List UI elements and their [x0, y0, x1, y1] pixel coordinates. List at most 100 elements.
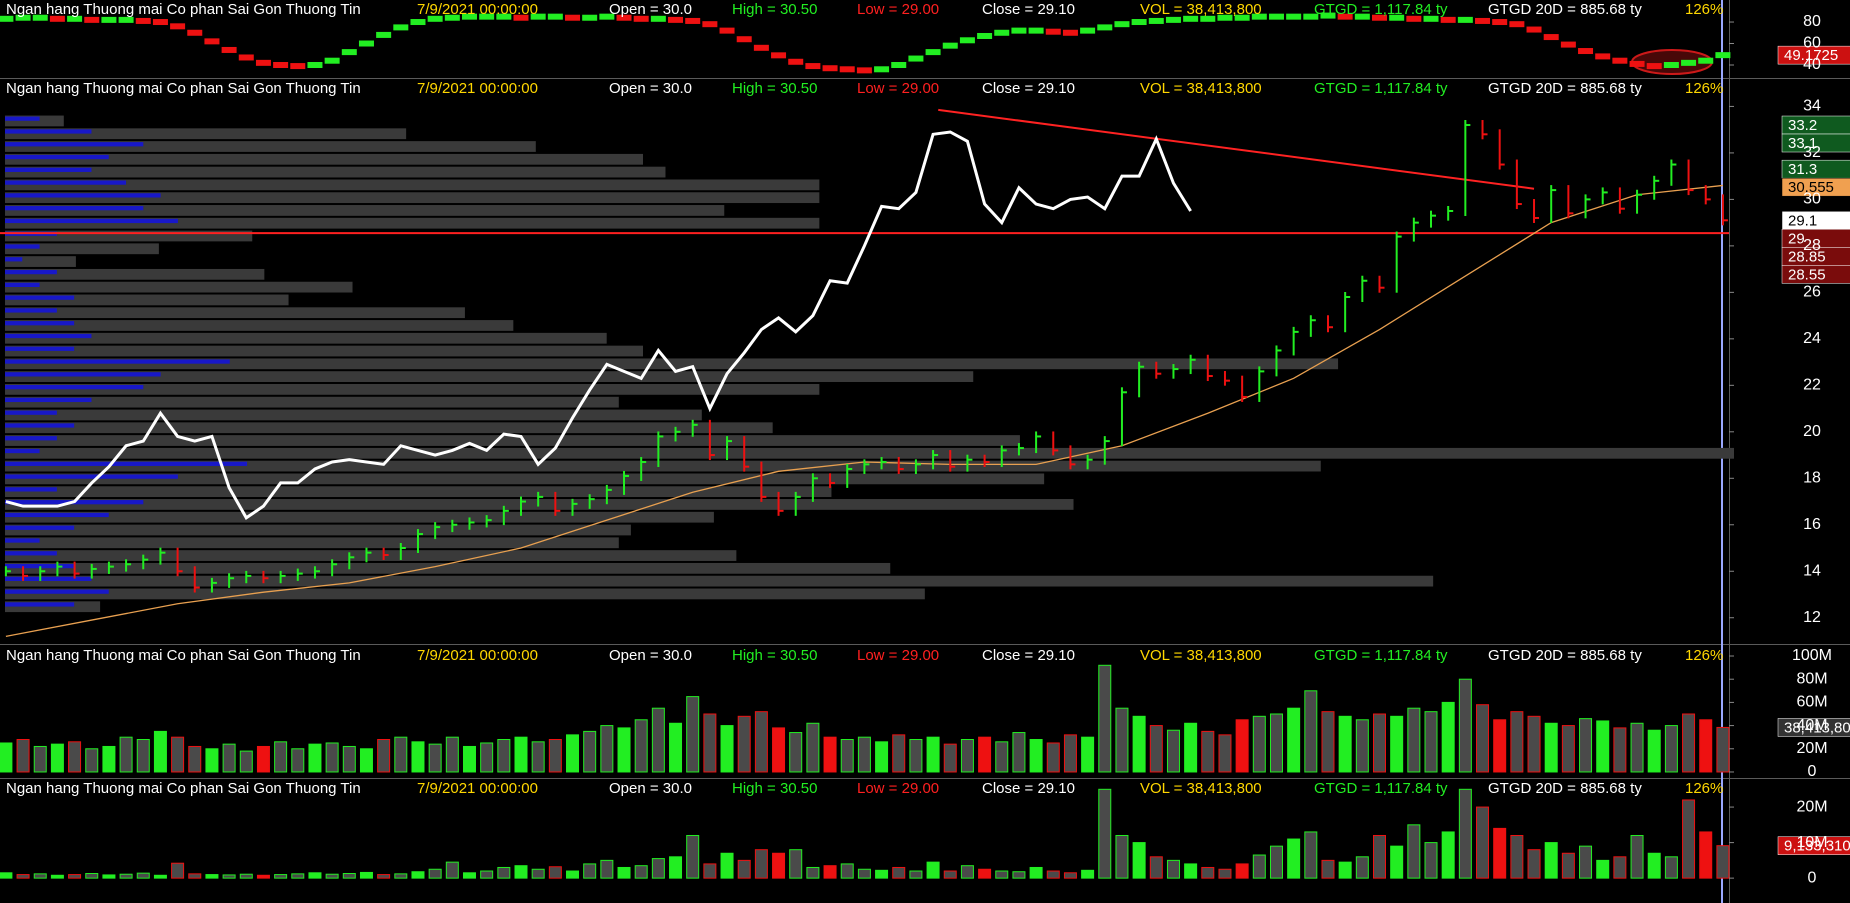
- volume-bar: [1321, 711, 1335, 773]
- oscillator-bar: [341, 49, 357, 56]
- profile-total: [5, 307, 465, 319]
- profile-total: [5, 153, 644, 165]
- volume-bar: [634, 719, 648, 773]
- price-bar: [708, 419, 715, 461]
- price-bar: [1172, 364, 1179, 379]
- volume-bar: [1235, 863, 1249, 879]
- volume-bar: [1373, 834, 1386, 879]
- volume-bar: [720, 852, 734, 879]
- volume-bar: [1184, 863, 1198, 879]
- header-name: Ngan hang Thuong mai Co phan Sai Gon Thu…: [6, 1, 361, 18]
- oscillator-bar: [1148, 17, 1164, 24]
- oscillator-bar: [273, 62, 289, 68]
- price-bar: [588, 494, 595, 509]
- volume-bar: [1596, 720, 1610, 773]
- profile-total: [5, 550, 737, 561]
- volume-bar: [875, 741, 889, 773]
- volume-bar: [754, 711, 768, 773]
- price-tag-text: 31.3: [1788, 161, 1817, 178]
- price-bar: [1292, 326, 1299, 356]
- profile-total: [5, 371, 974, 382]
- volume-tag: 38,413,800: [1777, 718, 1850, 737]
- price-bar: [1155, 361, 1162, 379]
- volume-bar: [68, 874, 82, 879]
- volume-bar: [394, 736, 408, 773]
- oscillator-bar: [49, 15, 65, 22]
- volume-bar: [1561, 725, 1575, 773]
- header-date: 7/9/2021 00:00:00: [417, 780, 538, 797]
- price-bar: [176, 547, 183, 577]
- profile-buy: [5, 167, 92, 172]
- price-bar: [1035, 431, 1042, 454]
- volume-bar: [566, 734, 580, 773]
- profile-buy: [5, 576, 92, 582]
- oscillator-bar: [702, 21, 718, 28]
- profile-buy: [5, 589, 109, 594]
- oscillator-bar: [685, 17, 701, 24]
- oscillator-bar: [1406, 15, 1422, 22]
- profile-total: [5, 486, 832, 498]
- profile-buy: [5, 321, 75, 326]
- profile-total: [5, 205, 725, 216]
- oscillator-bar: [376, 31, 392, 38]
- oscillator-bar: [187, 29, 203, 36]
- profile-buy: [5, 487, 57, 492]
- profile-buy: [5, 551, 57, 556]
- header-date: 7/9/2021 00:00:00: [417, 647, 538, 664]
- price-tag-text: 33.1: [1788, 135, 1817, 152]
- profile-buy: [5, 206, 144, 211]
- oscillator-bar: [1578, 48, 1594, 55]
- volume-bar: [978, 868, 992, 879]
- volume-bar: [1132, 715, 1146, 773]
- volume-bar: [1613, 727, 1627, 773]
- price-bar: [279, 570, 286, 584]
- volume-bar: [50, 874, 64, 879]
- oscillator-bar: [753, 44, 769, 51]
- price-bar: [382, 547, 389, 560]
- volume-bar: [222, 743, 236, 773]
- volume-bar: [1029, 739, 1043, 773]
- volume-bar: [1184, 722, 1198, 773]
- header-gtgd: GTGD = 1,117.84 ty: [1314, 780, 1448, 797]
- volume-bar: [1166, 859, 1180, 879]
- price-tag-text: 28.55: [1788, 266, 1826, 283]
- profile-buy: [5, 257, 23, 262]
- oscillator-bar: [1354, 13, 1370, 20]
- volume-bar: [1252, 854, 1266, 879]
- oscillator-bar: [1372, 14, 1387, 21]
- header-gtgd20: GTGD 20D = 885.68 ty: [1488, 647, 1642, 664]
- oscillator-bar: [599, 13, 615, 20]
- volume-bar: [68, 741, 82, 773]
- profile-total: [5, 562, 891, 574]
- oscillator-bar: [565, 14, 581, 21]
- oscillator-bar: [358, 40, 374, 47]
- price-bar: [1138, 361, 1145, 398]
- volume-bar: [1630, 722, 1644, 773]
- profile-total: [5, 537, 619, 549]
- oscillator-bar: [1097, 24, 1113, 31]
- volume-bar: [1269, 713, 1283, 773]
- profile-buy: [5, 525, 75, 530]
- price-tag-text: 30.555: [1788, 179, 1834, 196]
- volume-bar: [0, 872, 13, 879]
- volume-bar: [1390, 845, 1404, 879]
- price-bar: [73, 561, 80, 579]
- oscillator-bar: [221, 46, 237, 53]
- volume-bar: [1012, 871, 1026, 879]
- profile-buy: [5, 538, 40, 543]
- volume-bar: [703, 713, 717, 773]
- price-bar: [691, 419, 698, 437]
- oscillator-bar: [1320, 12, 1336, 19]
- header-gtgd: GTGD = 1,117.84 ty: [1314, 80, 1448, 97]
- volume-bar: [1510, 711, 1524, 773]
- price-bar: [296, 568, 303, 581]
- y-tick-label: 20M: [1796, 740, 1827, 757]
- price-bar: [1481, 120, 1488, 140]
- oscillator-bar: [1646, 63, 1662, 70]
- price-bar: [1344, 292, 1351, 333]
- oscillator-bar: [461, 13, 477, 20]
- price-tag-box: [1781, 177, 1850, 197]
- oscillator-bar: [650, 15, 666, 22]
- price-tag-text: 33.2: [1788, 117, 1817, 134]
- volume-bar: [1664, 725, 1678, 773]
